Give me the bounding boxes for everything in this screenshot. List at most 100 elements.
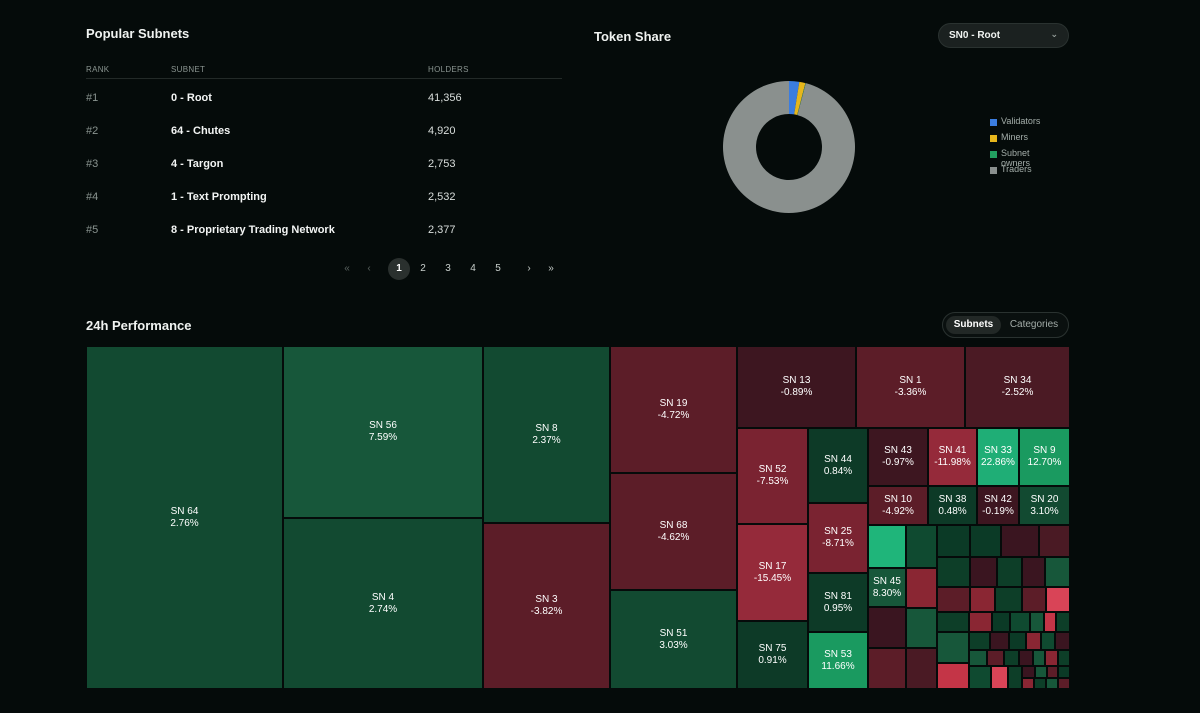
table-row[interactable]: #1 0 - Root 41,356 — [86, 88, 562, 108]
treemap-tile-small[interactable] — [1045, 650, 1058, 666]
treemap-tile-small[interactable] — [1010, 612, 1030, 632]
treemap-tile-sn-53[interactable]: SN 53 11.66% — [808, 632, 868, 689]
treemap-tile-small[interactable] — [1044, 612, 1056, 632]
treemap-tile-sn-25[interactable]: SN 25 -8.71% — [808, 503, 868, 573]
treemap-tile-small[interactable] — [937, 632, 969, 663]
treemap-tile-small[interactable] — [1046, 587, 1070, 612]
treemap-tile-small[interactable] — [1030, 612, 1044, 632]
treemap-tile-sn-44[interactable]: SN 44 0.84% — [808, 428, 868, 503]
treemap-tile-sn-8[interactable]: SN 8 2.37% — [483, 346, 610, 523]
treemap-tile-small[interactable] — [1026, 632, 1041, 650]
treemap-tile-small[interactable] — [969, 666, 991, 689]
treemap-tile-small[interactable] — [937, 525, 970, 557]
treemap-tile-sn-4[interactable]: SN 4 2.74% — [283, 518, 483, 689]
table-row[interactable]: #4 1 - Text Prompting 2,532 — [86, 187, 562, 207]
row-subnet[interactable]: 64 - Chutes — [171, 125, 231, 137]
treemap-tile-sn-68[interactable]: SN 68 -4.62% — [610, 473, 737, 590]
page-1-button[interactable]: 1 — [388, 258, 410, 280]
treemap-tile-sn-17[interactable]: SN 17 -15.45% — [737, 524, 808, 621]
treemap-tile-small[interactable] — [992, 612, 1010, 632]
table-row[interactable]: #5 8 - Proprietary Trading Network 2,377 — [86, 220, 562, 240]
treemap-tile-small[interactable] — [1022, 678, 1034, 689]
treemap-tile-small[interactable] — [937, 587, 970, 612]
treemap-tile-sn-81[interactable]: SN 81 0.95% — [808, 573, 868, 632]
treemap-tile-sn-64[interactable]: SN 64 2.76% — [86, 346, 283, 689]
treemap-tile-sn-10[interactable]: SN 10 -4.92% — [868, 486, 928, 525]
treemap-tile-small[interactable] — [1035, 666, 1047, 678]
first-page-button[interactable]: « — [344, 263, 350, 274]
treemap-tile-small[interactable] — [1056, 612, 1070, 632]
subnet-select[interactable]: SN0 - Root ⌄ — [938, 23, 1069, 48]
treemap-tile-small[interactable] — [1039, 525, 1070, 557]
prev-page-button[interactable]: ‹ — [367, 263, 371, 274]
treemap-tile-small[interactable] — [1058, 678, 1070, 689]
treemap-tile-small[interactable] — [995, 587, 1022, 612]
treemap-tile-small[interactable] — [1047, 666, 1058, 678]
treemap-tile-sn-34[interactable]: SN 34 -2.52% — [965, 346, 1070, 428]
treemap-tile-small[interactable] — [969, 612, 992, 632]
treemap-tile-small[interactable] — [868, 525, 906, 568]
treemap-tile-small[interactable] — [969, 632, 990, 650]
treemap-tile-small[interactable] — [906, 568, 937, 608]
treemap-tile-sn-19[interactable]: SN 19 -4.72% — [610, 346, 737, 473]
treemap-tile-small[interactable] — [1045, 557, 1070, 587]
treemap-tile-small[interactable] — [1019, 650, 1033, 666]
treemap-tile-sn-38[interactable]: SN 38 0.48% — [928, 486, 977, 525]
treemap-tile-small[interactable] — [1022, 557, 1045, 587]
tab-categories[interactable]: Categories — [1009, 319, 1059, 330]
treemap-tile-sn-45[interactable]: SN 45 8.30% — [868, 568, 906, 607]
treemap-tile-sn-20[interactable]: SN 20 3.10% — [1019, 486, 1070, 525]
treemap-tile-sn-41[interactable]: SN 41 -11.98% — [928, 428, 977, 486]
treemap-tile-small[interactable] — [970, 587, 995, 612]
treemap-tile-small[interactable] — [868, 607, 906, 648]
row-subnet[interactable]: 4 - Targon — [171, 158, 224, 170]
row-subnet[interactable]: 8 - Proprietary Trading Network — [171, 224, 335, 236]
table-row[interactable]: #3 4 - Targon 2,753 — [86, 154, 562, 174]
treemap-tile-small[interactable] — [970, 525, 1001, 557]
treemap-tile-small[interactable] — [991, 666, 1008, 689]
treemap-tile-sn-51[interactable]: SN 51 3.03% — [610, 590, 737, 689]
treemap-tile-small[interactable] — [1041, 632, 1055, 650]
treemap-tile-small[interactable] — [1033, 650, 1045, 666]
treemap-tile-small[interactable] — [987, 650, 1004, 666]
treemap-tile-sn-9[interactable]: SN 9 12.70% — [1019, 428, 1070, 486]
treemap-tile-sn-1[interactable]: SN 1 -3.36% — [856, 346, 965, 428]
treemap-tile-small[interactable] — [990, 632, 1009, 650]
treemap-tile-small[interactable] — [868, 648, 906, 689]
treemap-tile-sn-3[interactable]: SN 3 -3.82% — [483, 523, 610, 689]
page-3-button[interactable]: 3 — [445, 263, 451, 274]
page-4-button[interactable]: 4 — [470, 263, 476, 274]
treemap-tile-small[interactable] — [1058, 650, 1070, 666]
treemap-tile-small[interactable] — [969, 650, 987, 666]
treemap-tile-sn-43[interactable]: SN 43 -0.97% — [868, 428, 928, 486]
last-page-button[interactable]: » — [548, 263, 554, 274]
treemap-tile-sn-33[interactable]: SN 33 22.86% — [977, 428, 1019, 486]
treemap-tile-sn-52[interactable]: SN 52 -7.53% — [737, 428, 808, 524]
treemap-tile-small[interactable] — [906, 648, 937, 689]
treemap-tile-small[interactable] — [937, 557, 970, 587]
treemap-tile-small[interactable] — [1004, 650, 1019, 666]
next-page-button[interactable]: › — [527, 263, 531, 274]
treemap-tile-small[interactable] — [906, 525, 937, 568]
tab-subnets[interactable]: Subnets — [946, 316, 1001, 334]
donut-slice-traders[interactable] — [723, 81, 855, 213]
treemap-tile-small[interactable] — [1008, 666, 1022, 689]
page-2-button[interactable]: 2 — [420, 263, 426, 274]
treemap-tile-small[interactable] — [937, 612, 969, 632]
treemap-tile-small[interactable] — [997, 557, 1022, 587]
treemap-tile-small[interactable] — [1058, 666, 1070, 678]
page-5-button[interactable]: 5 — [495, 263, 501, 274]
treemap-tile-small[interactable] — [906, 608, 937, 648]
donut-slice-miners[interactable] — [794, 81, 806, 116]
row-subnet[interactable]: 0 - Root — [171, 92, 212, 104]
treemap-tile-sn-42[interactable]: SN 42 -0.19% — [977, 486, 1019, 525]
treemap-tile-small[interactable] — [1001, 525, 1039, 557]
treemap-tile-small[interactable] — [1046, 678, 1058, 689]
donut-slice-validators[interactable] — [789, 81, 800, 115]
treemap-tile-small[interactable] — [1034, 678, 1046, 689]
treemap-tile-sn-13[interactable]: SN 13 -0.89% — [737, 346, 856, 428]
treemap-tile-small[interactable] — [1022, 666, 1035, 678]
row-subnet[interactable]: 1 - Text Prompting — [171, 191, 267, 203]
treemap-tile-sn-56[interactable]: SN 56 7.59% — [283, 346, 483, 518]
treemap-tile-sn-75[interactable]: SN 75 0.91% — [737, 621, 808, 689]
